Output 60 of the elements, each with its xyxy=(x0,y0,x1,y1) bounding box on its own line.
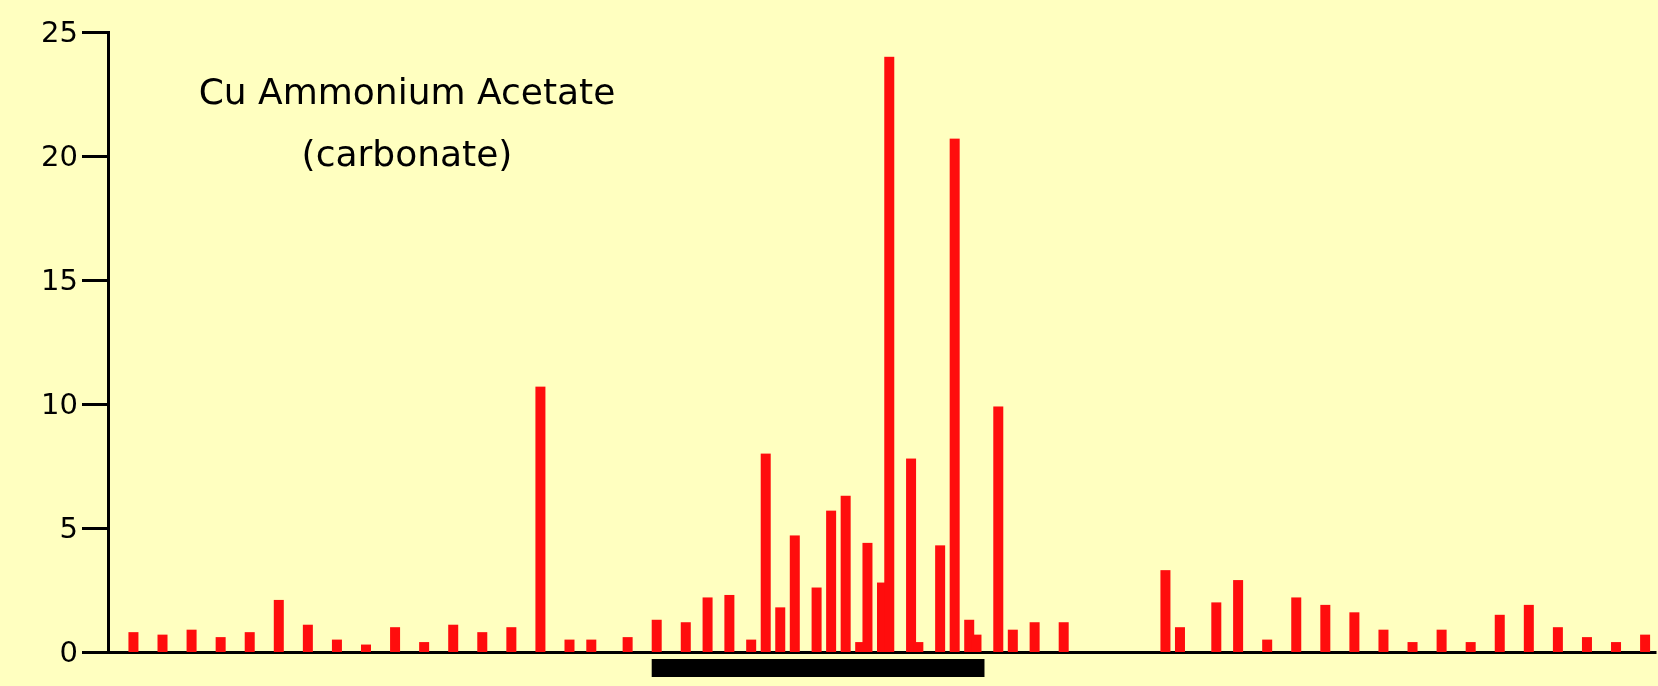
bar xyxy=(1233,580,1244,652)
y-tick-label: 25 xyxy=(41,14,78,49)
bar xyxy=(244,632,255,652)
bar xyxy=(215,637,226,652)
bar xyxy=(128,632,139,652)
bar xyxy=(760,453,771,652)
bar xyxy=(506,627,517,652)
y-tick-label: 10 xyxy=(41,386,78,421)
bar xyxy=(1349,612,1360,652)
y-tick-label: 15 xyxy=(41,262,78,297)
bar xyxy=(1262,639,1273,652)
bar xyxy=(1378,629,1389,652)
bar xyxy=(1291,597,1302,652)
bar xyxy=(746,639,757,652)
bar xyxy=(993,406,1004,652)
bar xyxy=(789,535,800,652)
bar xyxy=(361,644,371,652)
bar xyxy=(1523,604,1534,652)
bar xyxy=(477,632,488,652)
bar xyxy=(302,624,313,652)
bar xyxy=(586,639,597,652)
bar xyxy=(1494,614,1505,652)
bar xyxy=(1320,604,1331,652)
bar xyxy=(273,599,284,652)
bar xyxy=(390,627,401,652)
bar xyxy=(1611,642,1622,652)
bar xyxy=(1552,627,1563,652)
bar xyxy=(157,634,168,652)
bar xyxy=(419,642,430,652)
bar xyxy=(651,619,662,652)
bar xyxy=(935,545,946,652)
bar xyxy=(1058,622,1069,652)
bar xyxy=(1436,629,1447,652)
bar xyxy=(724,594,735,652)
bar xyxy=(1407,642,1418,652)
y-tick-label: 20 xyxy=(41,138,78,173)
bar xyxy=(1581,637,1592,652)
text: Cu Ammonium Acetate (carbonate) xyxy=(198,71,616,174)
bar xyxy=(1640,634,1651,652)
bar xyxy=(331,639,342,652)
bar xyxy=(840,495,851,652)
bar xyxy=(1211,602,1222,652)
bar xyxy=(535,386,546,652)
bar xyxy=(1465,642,1476,652)
bar xyxy=(1174,627,1185,652)
y-tick-label: 0 xyxy=(59,634,78,669)
bar xyxy=(826,510,837,652)
bar xyxy=(811,587,822,652)
bar xyxy=(702,597,713,652)
bar xyxy=(680,622,691,652)
bar xyxy=(448,624,459,652)
bar xyxy=(949,138,960,652)
bar xyxy=(1160,570,1171,652)
bar xyxy=(1029,622,1040,652)
bar xyxy=(622,637,633,652)
bar xyxy=(1007,629,1018,652)
bar xyxy=(775,607,786,652)
y-tick-label: 5 xyxy=(59,510,78,545)
bar xyxy=(186,629,197,652)
bar xyxy=(564,639,575,652)
